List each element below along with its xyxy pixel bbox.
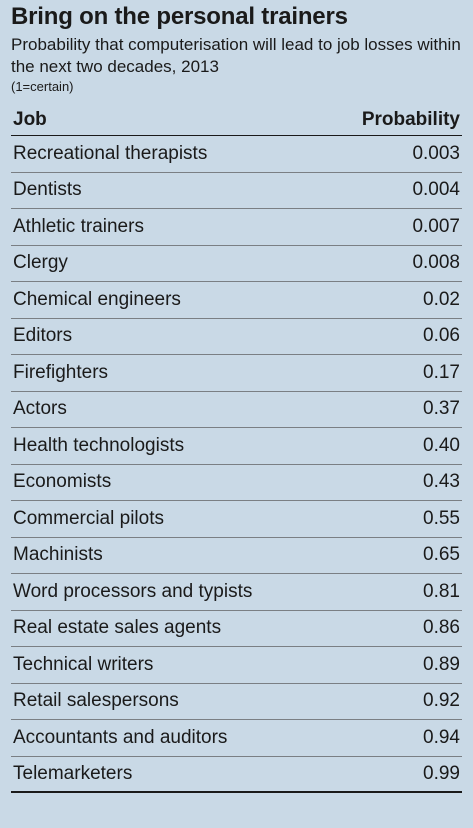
probability-cell: 0.17 bbox=[423, 361, 460, 383]
table-row: Recreational therapists 0.003 bbox=[11, 136, 462, 173]
column-header-probability: Probability bbox=[361, 109, 460, 130]
table-row: Machinists 0.65 bbox=[11, 538, 462, 574]
job-cell: Technical writers bbox=[13, 653, 154, 675]
probability-cell: 0.37 bbox=[423, 398, 460, 420]
probability-cell: 0.43 bbox=[423, 471, 460, 493]
table-row: Word processors and typists 0.81 bbox=[11, 574, 462, 611]
probability-cell: 0.003 bbox=[412, 142, 460, 164]
job-cell: Dentists bbox=[13, 179, 82, 201]
table-row: Real estate sales agents 0.86 bbox=[11, 611, 462, 647]
table-row: Accountants and auditors 0.94 bbox=[11, 720, 462, 757]
job-cell: Economists bbox=[13, 471, 112, 493]
job-cell: Firefighters bbox=[13, 361, 109, 383]
probability-cell: 0.55 bbox=[423, 507, 460, 529]
probability-cell: 0.40 bbox=[423, 434, 460, 456]
job-cell: Recreational therapists bbox=[13, 142, 208, 164]
probability-cell: 0.86 bbox=[423, 617, 460, 639]
table-header: Job Probability bbox=[11, 106, 462, 136]
chart-title: Bring on the personal trainers bbox=[11, 3, 348, 30]
probability-cell: 0.004 bbox=[412, 179, 460, 201]
table-row: Editors 0.06 bbox=[11, 319, 462, 355]
table-row: Clergy 0.008 bbox=[11, 246, 462, 282]
table-row: Technical writers 0.89 bbox=[11, 647, 462, 684]
table-row: Dentists 0.004 bbox=[11, 173, 462, 209]
job-cell: Machinists bbox=[13, 544, 103, 566]
probability-cell: 0.02 bbox=[423, 288, 460, 310]
job-cell: Clergy bbox=[13, 252, 68, 274]
table-row: Telemarketers 0.99 bbox=[11, 757, 462, 793]
table-row: Economists 0.43 bbox=[11, 465, 462, 501]
table-row: Commercial pilots 0.55 bbox=[11, 501, 462, 538]
column-header-job: Job bbox=[13, 109, 47, 130]
probability-cell: 0.89 bbox=[423, 653, 460, 675]
job-cell: Word processors and typists bbox=[13, 580, 253, 602]
job-cell: Health technologists bbox=[13, 434, 185, 456]
job-cell: Accountants and auditors bbox=[13, 726, 228, 748]
chart-subtitle: Probability that computerisation will le… bbox=[11, 35, 461, 76]
job-cell: Chemical engineers bbox=[13, 288, 181, 310]
job-cell: Editors bbox=[13, 325, 73, 347]
job-cell: Athletic trainers bbox=[13, 215, 144, 237]
probability-cell: 0.92 bbox=[423, 690, 460, 712]
probability-cell: 0.94 bbox=[423, 726, 460, 748]
table-row: Athletic trainers 0.007 bbox=[11, 209, 462, 246]
job-cell: Telemarketers bbox=[13, 762, 133, 784]
table-row: Firefighters 0.17 bbox=[11, 355, 462, 392]
job-cell: Retail salespersons bbox=[13, 690, 179, 712]
probability-cell: 0.008 bbox=[412, 252, 460, 274]
table-row: Health technologists 0.40 bbox=[11, 428, 462, 465]
probability-cell: 0.65 bbox=[423, 544, 460, 566]
job-cell: Commercial pilots bbox=[13, 507, 164, 529]
data-table: Job Probability Recreational therapists 0… bbox=[11, 106, 462, 793]
probability-cell: 0.007 bbox=[412, 215, 460, 237]
probability-cell: 0.99 bbox=[423, 762, 460, 784]
probability-cell: 0.81 bbox=[423, 580, 460, 602]
chart-note: (1=certain) bbox=[11, 79, 74, 94]
table-body: Recreational therapists 0.003 Dentists 0.00… bbox=[11, 136, 462, 793]
table-row: Retail salespersons 0.92 bbox=[11, 684, 462, 720]
job-cell: Actors bbox=[13, 398, 67, 420]
table-row: Chemical engineers 0.02 bbox=[11, 282, 462, 319]
probability-cell: 0.06 bbox=[423, 325, 460, 347]
table-row: Actors 0.37 bbox=[11, 392, 462, 428]
job-cell: Real estate sales agents bbox=[13, 617, 222, 639]
